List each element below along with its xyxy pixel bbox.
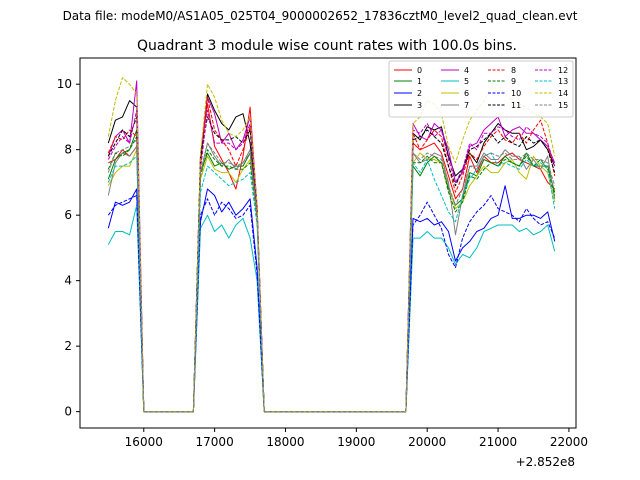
legend-label-2: 2 — [417, 89, 422, 98]
legend-label-9: 9 — [511, 77, 516, 86]
series-layer — [107, 77, 556, 413]
x-tick-label: 21000 — [479, 435, 517, 449]
legend-label-15: 15 — [558, 101, 568, 110]
legend-label-13: 13 — [558, 77, 568, 86]
x-tick-label: 18000 — [266, 435, 304, 449]
chart-title: Quadrant 3 module wise count rates with … — [137, 38, 517, 54]
series-line-15 — [107, 139, 556, 413]
legend-label-10: 10 — [511, 89, 521, 98]
y-tick-label: 10 — [57, 77, 72, 91]
legend-frame — [388, 60, 574, 118]
legend-label-12: 12 — [558, 66, 568, 75]
legend-label-6: 6 — [464, 89, 469, 98]
legend-label-5: 5 — [464, 77, 469, 86]
x-tick-label: 19000 — [337, 435, 375, 449]
legend-label-1: 1 — [417, 77, 422, 86]
x-axis: 16000 17000 18000 19000 20000 21000 22000 — [125, 428, 588, 449]
legend-label-3: 3 — [417, 101, 422, 110]
legend-label-7: 7 — [464, 101, 469, 110]
legend-label-14: 14 — [558, 89, 568, 98]
x-offset-label: +2.852e8 — [516, 455, 575, 469]
legend-label-11: 11 — [511, 101, 521, 110]
y-tick-label: 2 — [64, 339, 72, 353]
x-tick-label: 17000 — [196, 435, 234, 449]
plot-frame — [79, 57, 577, 429]
y-axis: 0 2 4 6 8 10 — [57, 77, 80, 419]
x-tick-label: 20000 — [408, 435, 446, 449]
legend-label-4: 4 — [464, 66, 469, 75]
y-tick-label: 4 — [64, 274, 72, 288]
x-tick-label: 16000 — [125, 435, 163, 449]
legend-label-0: 0 — [417, 66, 422, 75]
suptitle: Data file: modeM0/AS1A05_025T04_90000026… — [63, 9, 578, 23]
x-tick-label: 22000 — [550, 435, 588, 449]
y-tick-label: 8 — [64, 143, 72, 157]
y-tick-label: 6 — [64, 208, 72, 222]
legend-label-8: 8 — [511, 66, 516, 75]
y-tick-label: 0 — [64, 405, 72, 419]
